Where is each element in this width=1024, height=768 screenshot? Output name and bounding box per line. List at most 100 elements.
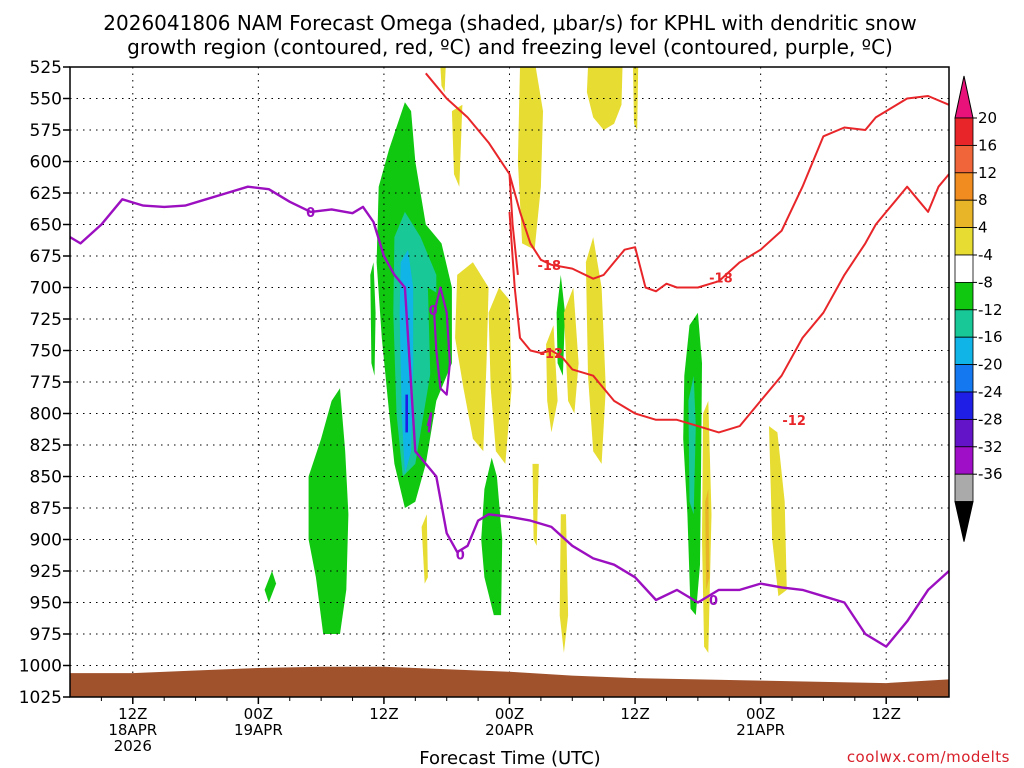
ytick-label-625: 625 [30,184,62,204]
omega-shade-yellow-top-2 [451,104,463,187]
dgz-minus12-line [508,173,950,434]
colorbar-swatch-4 [954,227,974,256]
ytick-label-750: 750 [30,342,62,362]
surface-fill [70,666,949,697]
colorbar-swatch-13 [954,473,974,503]
ytick-label-575: 575 [30,121,62,141]
dgz-label-0: -18 [538,259,562,274]
ytick-label-700: 700 [30,279,62,299]
colorbar-legend: 20 16 12 8 4 -4 -8 -12 -16 -20 -24 -28 -32 -36 [954,75,1003,542]
ytick-label-850: 850 [30,468,62,488]
ytick-label-525: 525 [30,58,62,78]
xtick-label-6-1: 18APR [108,721,157,739]
contour-labels: 0 0 0 0 -18 -12 -18 -12 [306,206,806,609]
ytick-label-650: 650 [30,216,62,236]
colorbar-swatch-10 [954,391,974,420]
colorbar-swatch-5 [954,254,974,283]
ytick-label-775: 775 [30,373,62,393]
omega-shading [264,67,787,653]
xtick-label-6-2: 2026 [114,737,152,755]
ytick-label-875: 875 [30,499,62,519]
omega-shade-yellow-column-3 [585,237,606,464]
colorbar-label-0: 20 [978,109,997,127]
xtick-label-54-0: 12Z [620,705,649,723]
freezing-label-1: 0 [429,304,438,319]
colorbar-swatch-0 [954,117,974,146]
ytick-label-1025: 1025 [19,688,62,708]
x-axis-label: Forecast Time (UTC) [419,748,600,768]
colorbar-swatch-6 [954,281,974,311]
surface-terrain [70,666,949,697]
xtick-label-18-1: 19APR [234,721,283,739]
ytick-label-1000: 1000 [19,657,62,677]
dgz-minus18-branch [508,174,519,276]
colorbar-label-4: 4 [978,219,988,237]
colorbar-swatch-12 [954,446,974,475]
colorbar-min-arrow [954,501,974,542]
ytick-label-825: 825 [30,436,62,456]
y-axis-ticks: 525 550 575 600 625 650 675 700 725 750 775 800 825 8… [19,58,70,708]
freezing-level-line [69,185,950,648]
colorbar-label-11: -28 [978,410,1003,428]
omega-shade-yellow-top-1 [440,67,446,93]
omega-shade-yellow-sliver-5 [532,463,539,546]
colorbar-swatch-8 [954,336,974,366]
colorbar-swatch-9 [954,364,974,393]
xtick-label-30-0: 12Z [369,705,398,723]
xtick-label-42-0: 00Z [495,705,524,723]
ytick-label-550: 550 [30,90,62,110]
colorbar-label-13: -36 [978,465,1003,483]
colorbar-label-1: 16 [978,136,997,154]
omega-shade-yellow-column-day2 [455,262,489,452]
ytick-label-675: 675 [30,247,62,267]
colorbar-swatch-7 [954,309,974,338]
freezing-label-3: 0 [709,594,718,609]
omega-shade-yellow-low-3 [769,426,787,597]
dgz-label-3: -12 [782,414,806,429]
colorbar-swatch-11 [954,418,974,448]
colorbar-label-8: -16 [978,328,1003,346]
colorbar-label-7: -12 [978,301,1003,319]
colorbar-label-12: -32 [978,438,1003,456]
freezing-label-2: 0 [456,549,465,564]
freezing-label-0: 0 [306,206,315,221]
grid-lines [70,67,949,697]
xtick-label-42-1: 20APR [485,721,534,739]
xtick-label-18-0: 00Z [244,705,273,723]
omega-shade-yellow-column-day3 [517,67,543,250]
omega-shade-teal-core-day4 [688,375,696,515]
colorbar-label-2: 12 [978,164,997,182]
ytick-label-600: 600 [30,153,62,173]
chart-title-line1: 2026041806 NAM Forecast Omega (shaded, μ… [103,11,916,35]
xtick-label-78-0: 12Z [872,705,901,723]
colorbar-label-3: 8 [978,191,988,209]
colorbar-swatch-1 [954,144,974,174]
xtick-label-66-0: 00Z [746,705,775,723]
dgz-minus18-line [425,72,950,293]
ytick-label-925: 925 [30,562,62,582]
colorbar-label-9: -20 [978,356,1003,374]
omega-shade-yellow-top-3 [586,67,623,130]
colorbar-label-5: -4 [978,246,993,264]
omega-shade-green-sliver-1 [370,262,376,376]
freezing-level-dot [426,412,433,433]
xtick-label-6-0: 12Z [118,705,147,723]
ytick-label-950: 950 [30,594,62,614]
chart-title-line2: growth region (contoured, red, ºC) and f… [127,35,893,59]
credit-text: coolwx.com/modelts [847,748,1010,766]
omega-shade-green-tail-1 [427,287,439,401]
ytick-label-800: 800 [30,405,62,425]
omega-shade-green-dot-day1 [264,571,277,603]
colorbar-label-6: -8 [978,273,993,291]
omega-shade-green-band-day3 [481,457,503,616]
omega-shade-yellow-low-1 [559,514,569,653]
dgz-label-2: -18 [709,271,733,286]
ytick-label-900: 900 [30,531,62,551]
omega-shade-green-band-day1 [308,388,349,634]
colorbar-label-10: -24 [978,383,1003,401]
omega-shade-yellow-low-4 [421,514,428,584]
xtick-label-66-1: 21APR [736,721,785,739]
